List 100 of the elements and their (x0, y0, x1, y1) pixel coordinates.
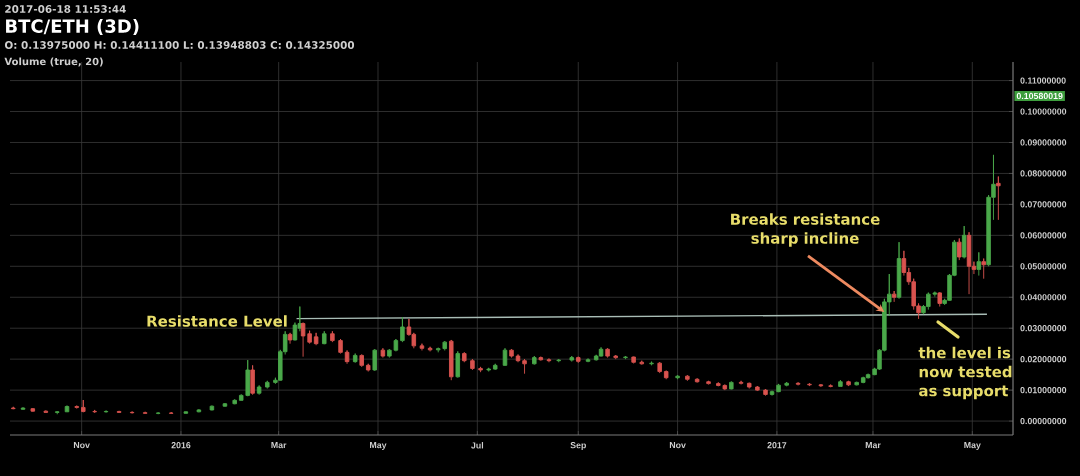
candlestick (763, 388, 768, 397)
candlestick (639, 360, 645, 366)
candlestick (81, 399, 86, 413)
candlestick (250, 364, 255, 396)
candlestick (605, 347, 610, 359)
candlestick (265, 380, 270, 390)
y-tick-label: 0.08000000 (1020, 170, 1067, 177)
y-tick-label: 0.02000000 (1020, 356, 1067, 363)
candlestick (961, 225, 967, 259)
y-tick-label: 0.11000000 (1020, 77, 1066, 84)
candlestick (54, 410, 60, 415)
text: 2017-06-18 11:53:44 (5, 5, 126, 13)
y-tick-label: 0.04000000 (1020, 294, 1067, 301)
candlestick (400, 316, 405, 343)
candlestick (522, 358, 527, 375)
y-tick-label: 0.09000000 (1020, 139, 1067, 146)
candlestick (455, 350, 461, 379)
candlestick (532, 355, 537, 366)
candlestick (776, 383, 781, 393)
candlestick (755, 385, 760, 392)
y-tick-label: 0.01000000 (1020, 387, 1067, 394)
y-tick-label: 0.07000000 (1020, 201, 1067, 208)
candlestick (287, 332, 293, 345)
x-tick-label: Nov (669, 442, 686, 449)
x-tick-label: Jul (471, 442, 484, 449)
candlestick (569, 355, 574, 363)
candlestick (103, 410, 109, 414)
candlestick (694, 377, 700, 384)
candlestick (807, 382, 812, 387)
candlestick (43, 410, 49, 414)
x-tick-label: 2016 (171, 442, 191, 449)
candlestick (685, 374, 690, 382)
candlestick (365, 363, 371, 372)
annotation: Volume (true, 20) (4, 57, 103, 67)
candlestick (502, 347, 508, 367)
x-tick-label: May (964, 442, 981, 450)
candlestick (352, 353, 358, 364)
candlestick (657, 361, 662, 374)
candlestick (11, 406, 16, 410)
annotation: the level is now tested as support (918, 346, 1012, 400)
candlestick (738, 380, 744, 385)
y-tick-label: 0.00000000 (1020, 417, 1067, 425)
candlestick (20, 407, 26, 411)
text: O: 0.13975000 H: 0.14411100 L: 0.13948803 C: 0.14325000 (4, 41, 355, 49)
candlestick (706, 380, 711, 385)
y-tick-label: 0.03000000 (1020, 325, 1067, 332)
candlestick (996, 176, 1001, 221)
candlestick (129, 411, 135, 415)
candlestick (470, 358, 475, 371)
candlestick (613, 354, 618, 360)
candlestick (183, 411, 189, 415)
candlestick (546, 358, 552, 363)
x-tick-label: Mar (271, 442, 287, 449)
candlestick (981, 258, 986, 280)
candlestick (256, 385, 262, 396)
candlestick (818, 383, 824, 388)
x-tick-label: Nov (73, 442, 90, 449)
candlestick (330, 330, 335, 343)
annotation: Breaks resistance sharp incline (731, 213, 880, 247)
y-tick-label: 0.10000000 (1020, 108, 1067, 115)
candlestick (492, 363, 498, 371)
candlestick (380, 347, 386, 359)
candlestick (74, 405, 79, 410)
candlestick (937, 291, 942, 307)
candlestick (486, 367, 491, 372)
candlestick (338, 338, 343, 355)
candlestick (598, 346, 604, 358)
y-tick-label: 0.05000000 (1020, 263, 1067, 270)
candlestick (795, 381, 801, 386)
x-tick-label: Mar (865, 442, 881, 449)
candlestick (585, 358, 591, 363)
candlestick (222, 402, 228, 408)
candlestick (896, 241, 902, 300)
candlestick (155, 411, 161, 415)
candlestick (462, 351, 467, 363)
candlestick (675, 374, 680, 380)
candlestick (116, 410, 122, 414)
candlestick (976, 251, 982, 277)
candlestick (631, 356, 636, 364)
candlestick (769, 390, 775, 397)
candlestick (891, 290, 897, 303)
candlestick (729, 381, 734, 390)
x-tick-label: 2017 (767, 442, 787, 449)
candlestick (209, 405, 215, 411)
candlestick (784, 381, 789, 387)
candlestick (30, 407, 36, 413)
x-tick-label: May (370, 442, 387, 450)
candlestick (372, 348, 377, 372)
candlestick (828, 384, 833, 388)
annotation: Resistance Level (147, 315, 287, 327)
candlestick (663, 370, 669, 380)
candlestick (359, 354, 364, 368)
candlestick (322, 330, 327, 345)
candlestick (427, 346, 433, 352)
candlestick (957, 237, 962, 261)
candlestick (854, 381, 859, 386)
candlestick (168, 411, 174, 415)
text: 0.10580019 (1016, 92, 1063, 100)
candlestick (313, 332, 319, 346)
candlestick (966, 231, 972, 295)
